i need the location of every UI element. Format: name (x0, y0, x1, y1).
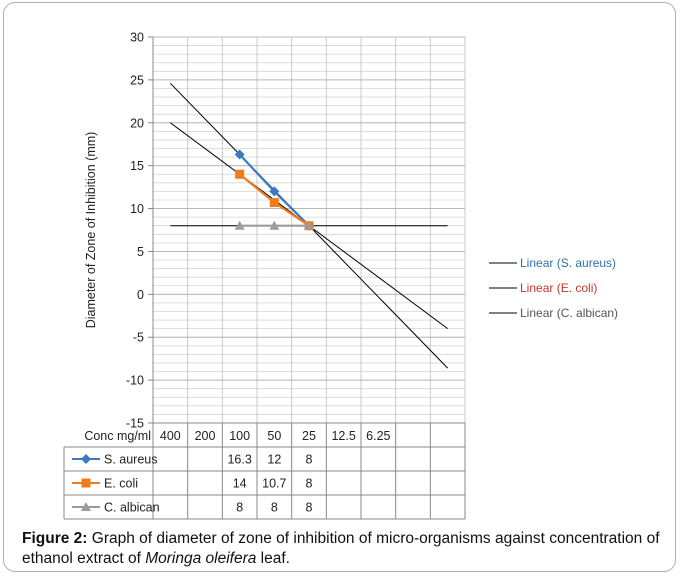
table-cell: 16.3 (227, 453, 251, 467)
legend-label: Linear (S. aureus) (520, 256, 616, 270)
diamond-marker (81, 454, 91, 464)
x-category-label: 400 (160, 429, 181, 443)
table-header-label: Conc mg/ml (84, 429, 151, 443)
table-cell: 10.7 (262, 477, 286, 491)
y-tick-label: -10 (126, 374, 144, 388)
x-category-label: 6.25 (366, 429, 390, 443)
x-category-label: 12.5 (331, 429, 355, 443)
caption-text-end: leaf. (256, 550, 290, 567)
figure-frame (3, 2, 676, 572)
y-tick-label: 0 (137, 288, 144, 302)
table-series-name: C. albican (104, 501, 160, 515)
x-category-label: 50 (267, 429, 281, 443)
legend-label: Linear (E. coli) (520, 281, 597, 295)
triangle-marker (304, 220, 314, 230)
x-category-label: 200 (195, 429, 216, 443)
y-tick-label: 20 (130, 116, 144, 130)
y-tick-label: 15 (130, 159, 144, 173)
square-marker (81, 478, 91, 488)
square-marker (269, 198, 279, 208)
y-tick-label: 5 (137, 245, 144, 259)
chart: -15 -10 -5 0 5 10 15 20 25 30 Diameter of Zone of … (63, 31, 618, 520)
caption-label: Figure 2: (22, 530, 88, 547)
y-axis-title: Diameter of Zone of Inhibition (mm) (84, 132, 98, 329)
triangle-marker (81, 502, 91, 511)
table-cell: 8 (271, 501, 278, 515)
y-tick-label: 30 (130, 31, 144, 45)
y-tick-label: 25 (130, 73, 144, 87)
figure-caption: Figure 2: Graph of diameter of zone of i… (22, 529, 672, 569)
y-tick-label: -5 (133, 331, 144, 345)
table-series-name: E. coli (104, 477, 138, 491)
table-series-name: S. aureus (104, 453, 158, 467)
caption-text: Graph of diameter of zone of inhibition … (22, 530, 660, 567)
x-category-label: 25 (302, 429, 316, 443)
table-cell: 8 (306, 453, 313, 467)
caption-species: Moringa oleifera (145, 550, 257, 567)
legend-label: Linear (C. albican) (520, 306, 618, 320)
table-cell: 8 (306, 501, 313, 515)
triangle-marker (234, 220, 245, 230)
triangle-marker (269, 220, 280, 230)
y-tick-label: 10 (130, 202, 144, 216)
table-cell: 12 (267, 453, 281, 467)
diamond-marker (234, 149, 245, 160)
square-marker (235, 169, 245, 179)
table-cell: 14 (233, 477, 247, 491)
x-category-label: 100 (229, 429, 250, 443)
table-cell: 8 (236, 501, 243, 515)
diamond-marker (269, 186, 280, 197)
y-tick-label: -15 (126, 417, 144, 431)
table-cell: 8 (306, 477, 313, 491)
